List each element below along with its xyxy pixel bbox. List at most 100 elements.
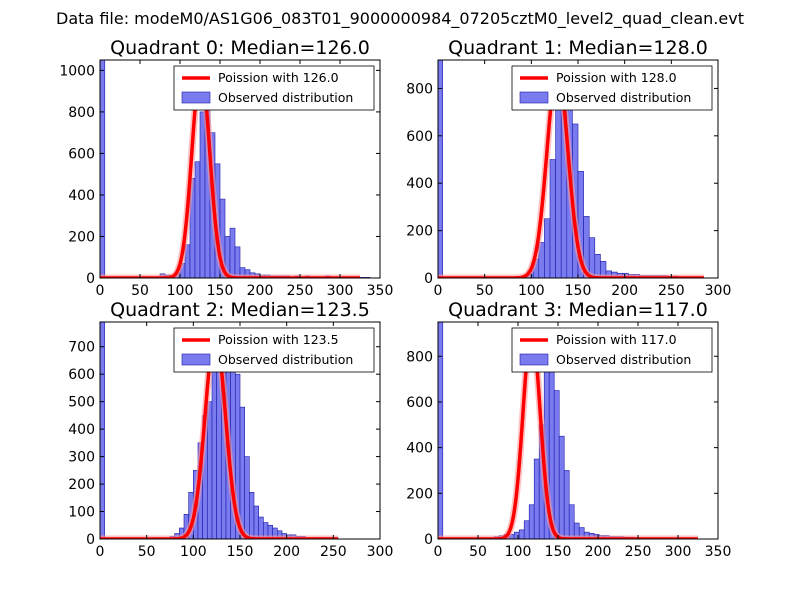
x-tick-label: 100 [180, 544, 207, 560]
y-tick-label: 600 [406, 129, 433, 145]
subplot-2: 0 50 100 150 200 250 300 0 100 200 300 400 500 600 700… [68, 299, 393, 560]
legend-bar-swatch [519, 353, 549, 366]
histogram-bar [533, 458, 540, 539]
y-tick-label: 600 [68, 146, 95, 162]
histogram-edge-bar [100, 60, 106, 278]
histogram-bar [555, 107, 562, 278]
y-tick-label: 200 [406, 486, 433, 502]
legend-bar-swatch [181, 353, 211, 366]
x-tick-label: 200 [247, 283, 274, 299]
legend-label-observed: Observed distribution [218, 352, 353, 367]
histogram-bar [549, 159, 556, 278]
legend-bar-swatch [519, 91, 549, 104]
x-tick-label: 0 [96, 544, 105, 560]
histogram-bar [211, 360, 217, 539]
x-tick-label: 150 [545, 544, 572, 560]
y-tick-label: 600 [68, 367, 95, 383]
histogram-bar [207, 401, 213, 539]
histogram-bar [563, 470, 570, 539]
histogram-bar [249, 492, 255, 539]
histogram-bar [553, 390, 560, 539]
x-tick-label: 300 [665, 544, 692, 560]
x-tick-label: 300 [705, 283, 732, 299]
x-tick-label: 250 [658, 283, 685, 299]
x-tick-label: 50 [476, 283, 494, 299]
legend: Poission with 123.5 Observed distribution [173, 327, 375, 373]
x-tick-label: 200 [273, 544, 300, 560]
y-tick-label: 800 [406, 81, 433, 97]
histogram-bar [229, 227, 236, 278]
legend: Poission with 126.0 Observed distribution [173, 65, 375, 111]
x-tick-label: 0 [434, 544, 443, 560]
x-tick-label: 300 [327, 283, 354, 299]
x-tick-label: 100 [167, 283, 194, 299]
y-tick-label: 500 [68, 395, 95, 411]
x-tick-label: 100 [505, 544, 532, 560]
x-tick-label: 50 [469, 544, 487, 560]
y-tick-label: 0 [424, 532, 433, 548]
histogram-bar [544, 218, 551, 278]
legend-label-poisson: Poission with 117.0 [556, 332, 677, 347]
y-tick-label: 800 [406, 349, 433, 365]
x-tick-label: 250 [625, 544, 652, 560]
y-tick-label: 1000 [59, 63, 95, 79]
histogram-bar [523, 520, 530, 539]
x-tick-label: 200 [585, 544, 612, 560]
y-tick-label: 200 [406, 224, 433, 240]
legend-label-poisson: Poission with 126.0 [218, 70, 339, 85]
histogram-bar [528, 504, 535, 539]
figure-title: Data file: modeM0/AS1G06_083T01_90000009… [56, 9, 744, 29]
poisson-curve [438, 67, 705, 278]
subplot-title: Quadrant 2: Median=123.5 [110, 299, 370, 321]
histogram-bar [199, 111, 206, 278]
subplot-0: 0 50 100 150 200 250 300 350 0 200 400 600 800 1000 Qu… [59, 37, 393, 299]
x-tick-label: 100 [518, 283, 545, 299]
legend-label-observed: Observed distribution [556, 90, 691, 105]
x-tick-label: 200 [611, 283, 638, 299]
histogram-edge-bar [100, 322, 105, 539]
y-tick-label: 800 [68, 105, 95, 121]
x-tick-label: 150 [207, 283, 234, 299]
legend-label-poisson: Poission with 123.5 [218, 332, 339, 347]
y-tick-label: 300 [68, 450, 95, 466]
y-tick-label: 100 [68, 505, 95, 521]
y-tick-label: 700 [68, 340, 95, 356]
subplot-3: 0 50 100 150 200 250 300 350 0 200 400 600 800 Quadra… [406, 299, 731, 560]
legend-label-observed: Observed distribution [218, 90, 353, 105]
poisson-curve [100, 68, 361, 278]
y-tick-label: 0 [86, 271, 95, 287]
y-tick-label: 400 [68, 422, 95, 438]
x-tick-label: 300 [367, 544, 394, 560]
histogram-bar [234, 246, 241, 278]
histogram-bar [518, 529, 525, 539]
legend-label-poisson: Poission with 128.0 [556, 70, 677, 85]
x-tick-label: 150 [565, 283, 592, 299]
y-tick-label: 0 [424, 271, 433, 287]
x-tick-label: 350 [367, 283, 394, 299]
histogram-bar [568, 504, 575, 539]
y-tick-label: 400 [406, 441, 433, 457]
histogram-edge-bar [438, 322, 444, 539]
y-tick-label: 400 [68, 188, 95, 204]
subplot-title: Quadrant 3: Median=117.0 [448, 299, 708, 321]
x-tick-label: 350 [705, 544, 732, 560]
y-tick-label: 400 [406, 176, 433, 192]
legend: Poission with 128.0 Observed distribution [511, 65, 713, 111]
y-tick-label: 200 [68, 477, 95, 493]
x-tick-label: 250 [320, 544, 347, 560]
subplot-1: 0 50 100 150 200 250 300 0 200 400 600 800 Quadrant … [406, 37, 731, 299]
legend-bar-swatch [181, 91, 211, 104]
legend: Poission with 117.0 Observed distribution [511, 327, 713, 373]
y-tick-label: 0 [86, 532, 95, 548]
plot-area [100, 60, 371, 278]
x-tick-label: 0 [434, 283, 443, 299]
subplot-title: Quadrant 0: Median=126.0 [110, 37, 370, 59]
histogram-bar [600, 261, 607, 278]
y-tick-label: 600 [406, 395, 433, 411]
histogram-edge-bar [438, 60, 443, 278]
histogram-bar [558, 435, 565, 539]
x-tick-label: 0 [96, 283, 105, 299]
x-tick-label: 150 [227, 544, 254, 560]
axes-frame [437, 321, 719, 540]
